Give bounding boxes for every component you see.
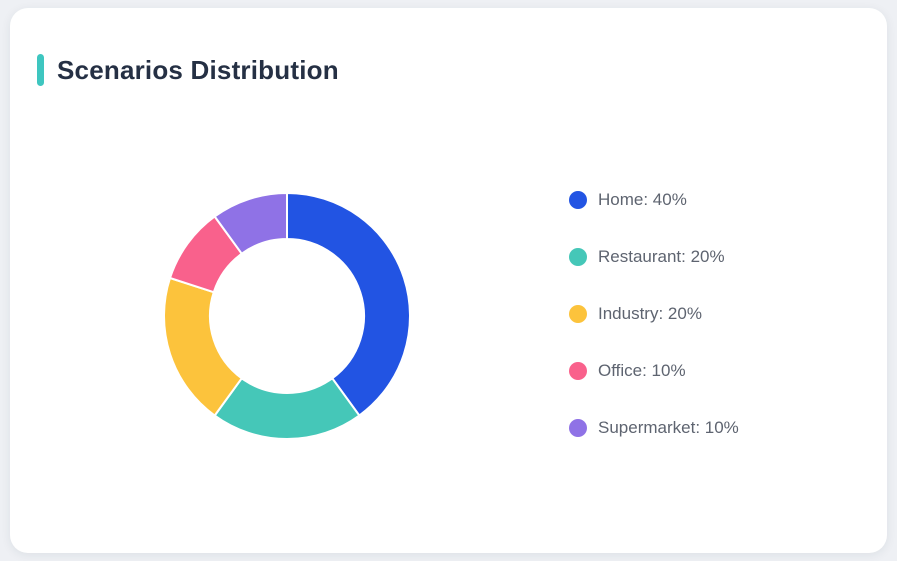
legend-item-restaurant[interactable]: Restaurant: 20% xyxy=(569,245,739,269)
donut-chart-svg xyxy=(163,192,411,440)
legend-dot-industry xyxy=(569,305,587,323)
legend-item-home[interactable]: Home: 40% xyxy=(569,188,739,212)
pie-slice-restaurant[interactable] xyxy=(213,377,361,440)
title-accent-bar xyxy=(37,54,44,86)
card-header: Scenarios Distribution xyxy=(37,54,339,86)
legend-dot-supermarket xyxy=(569,419,587,437)
chart-legend: Home: 40% Restaurant: 20% Industry: 20% Off… xyxy=(569,188,739,473)
legend-dot-restaurant xyxy=(569,248,587,266)
legend-dot-office xyxy=(569,362,587,380)
legend-label: Home: 40% xyxy=(598,190,687,209)
page-title: Scenarios Distribution xyxy=(57,54,339,85)
legend-label: Office: 10% xyxy=(598,361,686,380)
pie-slice-home[interactable] xyxy=(286,192,411,417)
pie-slice-industry[interactable] xyxy=(163,276,243,417)
legend-label: Industry: 20% xyxy=(598,304,702,323)
pie-slice-supermarket[interactable] xyxy=(213,192,288,255)
legend-label: Supermarket: 10% xyxy=(598,418,739,437)
legend-item-office[interactable]: Office: 10% xyxy=(569,359,739,383)
legend-label: Restaurant: 20% xyxy=(598,247,725,266)
legend-item-industry[interactable]: Industry: 20% xyxy=(569,302,739,326)
legend-item-supermarket[interactable]: Supermarket: 10% xyxy=(569,416,739,440)
legend-dot-home xyxy=(569,191,587,209)
scenarios-distribution-card: Scenarios Distribution Home: 40% Restaura… xyxy=(10,8,887,553)
donut-chart xyxy=(162,191,412,441)
